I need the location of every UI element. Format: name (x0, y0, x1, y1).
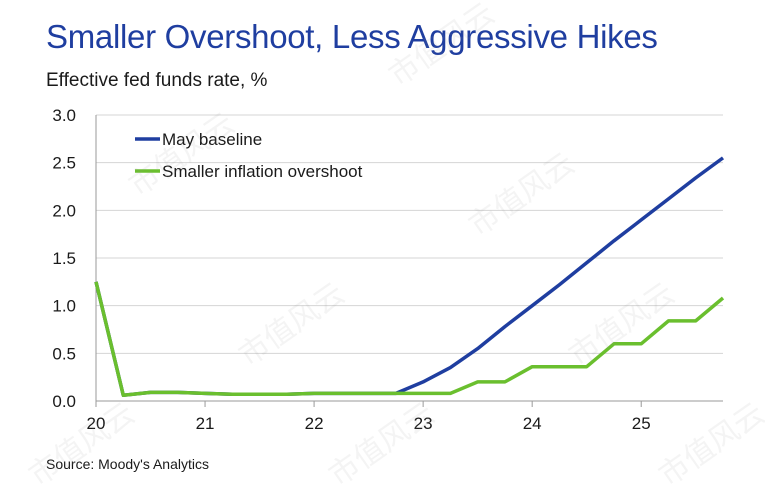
x-tick-label: 23 (414, 414, 433, 433)
x-tick-label: 20 (87, 414, 106, 433)
source-note: Source: Moody's Analytics (46, 456, 209, 472)
series-lines (94, 156, 725, 398)
series-line-may-baseline (94, 156, 725, 398)
chart-subtitle: Effective fed funds rate, % (46, 70, 268, 91)
y-tick-label: 0.5 (52, 344, 76, 363)
legend-label: May baseline (162, 130, 262, 149)
y-tick-label: 0.0 (52, 392, 76, 411)
legend-label: Smaller inflation overshoot (162, 162, 363, 181)
x-tick-label: 22 (305, 414, 324, 433)
gridlines (96, 114, 723, 354)
y-tick-label: 1.0 (52, 297, 76, 316)
y-tick-label: 3.0 (52, 106, 76, 125)
axes (95, 115, 723, 407)
y-axis-tick-labels: 0.0 0.5 1.0 1.5 2.0 2.5 3.0 (52, 106, 76, 411)
x-tick-label: 24 (523, 414, 542, 433)
x-tick-label: 25 (632, 414, 651, 433)
chart-title: Smaller Overshoot, Less Aggressive Hikes (46, 18, 658, 55)
series-line-smaller-inflation-overshoot (94, 281, 725, 398)
x-axis-tick-labels: 20 21 22 23 24 25 (87, 414, 651, 433)
y-tick-label: 1.5 (52, 249, 76, 268)
x-tick-label: 21 (196, 414, 215, 433)
y-tick-label: 2.0 (52, 201, 76, 220)
legend: May baseline Smaller inflation overshoot (135, 130, 363, 181)
y-tick-label: 2.5 (52, 154, 76, 173)
